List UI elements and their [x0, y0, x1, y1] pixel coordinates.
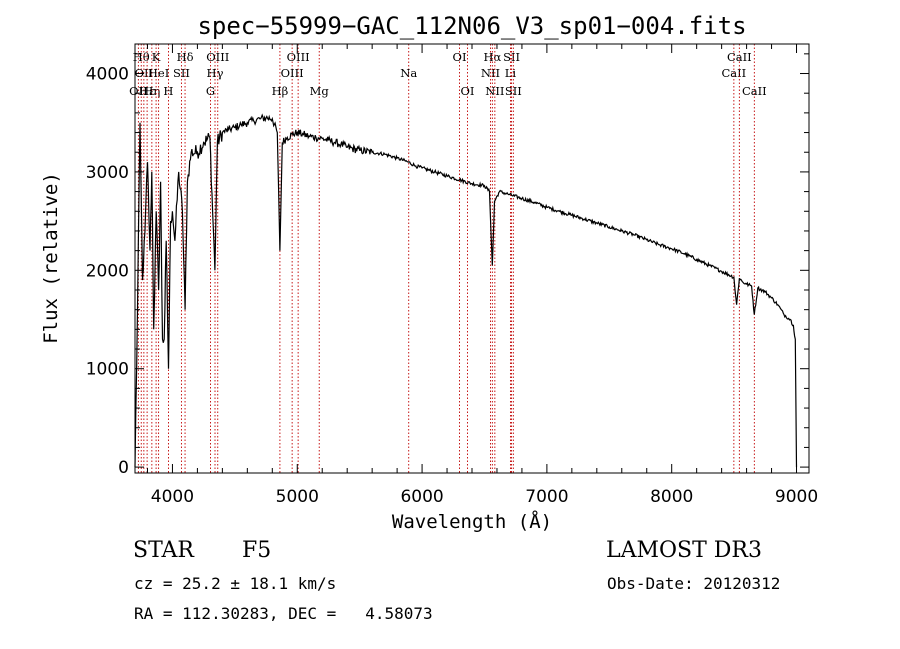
line-marker-label-10: G	[206, 84, 215, 98]
line-marker-label-9: Hδ	[177, 50, 194, 64]
line-marker-label-0: OII	[129, 84, 148, 98]
redshift-value: cz = 25.2 ± 18.1 km/s	[134, 574, 337, 593]
chart-title: spec−55999−GAC_112N06_V3_sp01−004.fits	[197, 12, 746, 40]
line-marker-label-28: CaII	[742, 84, 767, 98]
line-marker-label-16: Mg	[310, 84, 330, 98]
line-marker-label-15: OIII	[287, 50, 310, 64]
x-axis: 4000 5000 6000 7000 8000 9000	[146, 44, 818, 507]
obs-date: Obs-Date: 20120312	[607, 574, 781, 593]
line-marker-label-26: CaII	[721, 66, 746, 80]
line-marker-label-24: SII	[503, 50, 520, 64]
line-marker-label-6: HeI	[148, 66, 169, 80]
y-axis-title: Flux (relative)	[40, 172, 62, 344]
x-tick-label: 7000	[525, 487, 568, 507]
y-tick-label: 2000	[86, 261, 129, 281]
y-tick-label: 0	[118, 458, 129, 478]
line-marker-label-3: Hε	[139, 84, 155, 98]
line-marker-label-25: SII	[505, 84, 522, 98]
x-tick-label: 8000	[650, 487, 693, 507]
line-marker-label-19: OI	[461, 84, 475, 98]
line-marker-label-21: Hα	[483, 50, 501, 64]
x-axis-title: Wavelength (Å)	[392, 510, 552, 533]
object-class: STAR	[133, 538, 194, 563]
line-marker-label-17: Na	[400, 66, 417, 80]
line-marker-label-11: Hγ	[207, 66, 224, 80]
coordinates: RA = 112.30283, DEC = 4.58073	[134, 604, 433, 623]
line-marker-label-27: CaII	[727, 50, 752, 64]
x-tick-label: 6000	[400, 487, 443, 507]
y-tick-label: 1000	[86, 360, 129, 380]
line-marker-label-22: NII	[485, 84, 504, 98]
y-tick-label: 4000	[86, 65, 129, 85]
line-marker-label-14: OIII	[281, 66, 304, 80]
plot-frame	[134, 43, 810, 474]
line-marker-label-20: NII	[481, 66, 500, 80]
line-marker-label-12: OIII	[206, 50, 229, 64]
line-marker-label-7: H	[163, 84, 173, 98]
line-markers: OIIHθOIIHεHηKHeIHSIIHδGHγOIIIHβOIIIOIIIM…	[129, 44, 767, 473]
x-tick-label: 4000	[151, 487, 194, 507]
line-marker-label-18: OI	[453, 50, 467, 64]
y-axis: 0 1000 2000 3000 4000	[86, 53, 809, 478]
line-marker-label-2: OII	[135, 66, 154, 80]
survey-name: LAMOST DR3	[606, 538, 762, 563]
line-marker-label-8: SII	[173, 66, 190, 80]
line-marker-label-23: Li	[505, 66, 517, 80]
line-marker-label-4: Hη	[143, 84, 160, 98]
x-tick-label: 5000	[276, 487, 319, 507]
y-tick-label: 3000	[86, 163, 129, 183]
object-subclass: F5	[242, 538, 272, 563]
line-marker-label-5: K	[152, 50, 161, 64]
x-tick-label: 9000	[775, 487, 818, 507]
spectrum-series-line	[134, 113, 798, 468]
line-marker-label-13: Hβ	[272, 84, 289, 98]
